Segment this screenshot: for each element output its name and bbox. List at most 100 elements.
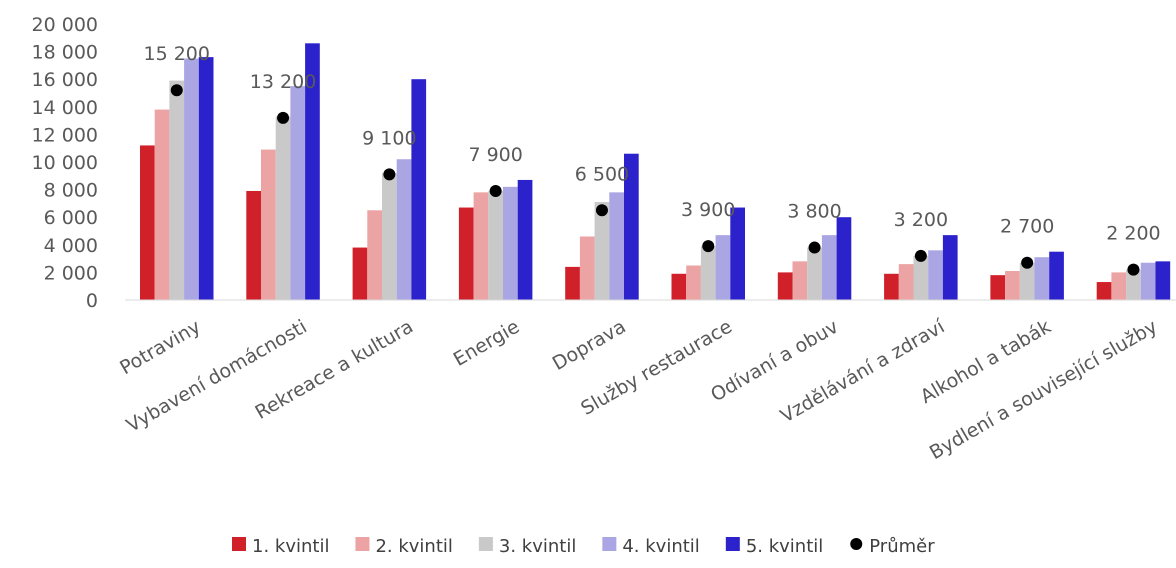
legend-swatch bbox=[355, 537, 370, 551]
average-marker bbox=[1127, 263, 1140, 276]
average-marker bbox=[808, 241, 821, 254]
bar-2-kvintil bbox=[898, 264, 914, 300]
average-marker bbox=[170, 84, 183, 97]
average-data-label: 2 200 bbox=[1106, 223, 1160, 245]
bar-3-kvintil bbox=[275, 116, 291, 301]
y-tick-label: 8 000 bbox=[44, 180, 98, 202]
bar-5-kvintil bbox=[517, 179, 533, 300]
average-marker bbox=[489, 184, 502, 197]
average-data-label: 7 900 bbox=[468, 144, 522, 166]
category-label: Potraviny bbox=[116, 316, 204, 380]
average-data-label: 9 100 bbox=[362, 127, 416, 149]
category-label: Doprava bbox=[549, 316, 630, 375]
bar-5-kvintil bbox=[411, 79, 427, 300]
bar-2-kvintil bbox=[261, 149, 276, 300]
legend-swatch bbox=[478, 537, 493, 551]
bar-4-kvintil bbox=[503, 186, 518, 300]
legend-label: 1. kvintil bbox=[252, 536, 329, 557]
y-tick-label: 10 000 bbox=[32, 152, 98, 174]
bar-1-kvintil bbox=[246, 190, 261, 300]
bar-1-kvintil bbox=[777, 272, 793, 300]
legend-swatch bbox=[602, 537, 617, 551]
y-tick-label: 18 000 bbox=[32, 42, 98, 64]
bar-5-kvintil bbox=[1155, 261, 1171, 300]
legend-label: 2. kvintil bbox=[375, 536, 452, 557]
bar-2-kvintil bbox=[154, 109, 170, 300]
y-tick-label: 16 000 bbox=[32, 69, 98, 91]
bar-3-kvintil bbox=[913, 255, 929, 300]
y-tick-label: 4 000 bbox=[44, 235, 98, 257]
bar-1-kvintil bbox=[140, 145, 155, 300]
bar-1-kvintil bbox=[884, 273, 899, 300]
bar-3-kvintil bbox=[382, 173, 397, 300]
bar-1-kvintil bbox=[990, 275, 1006, 300]
bar-1-kvintil bbox=[565, 266, 580, 300]
bar-2-kvintil bbox=[367, 210, 382, 300]
legend-label: Průměr bbox=[869, 536, 935, 557]
bar-1-kvintil bbox=[352, 247, 368, 300]
bar-4-kvintil bbox=[609, 192, 624, 300]
category-label: Vybavení domácnosti bbox=[123, 316, 311, 437]
bar-1-kvintil bbox=[1096, 282, 1112, 300]
bar-4-kvintil bbox=[184, 58, 199, 300]
y-tick-label: 6 000 bbox=[44, 207, 98, 229]
y-tick-label: 20 000 bbox=[32, 14, 98, 36]
bar-4-kvintil bbox=[715, 235, 731, 300]
bar-3-kvintil bbox=[1126, 269, 1141, 300]
bars bbox=[140, 43, 1171, 301]
bar-3-kvintil bbox=[1019, 262, 1035, 300]
bar-4-kvintil bbox=[396, 159, 412, 300]
bar-1-kvintil bbox=[671, 273, 687, 300]
average-data-label: 2 700 bbox=[1000, 216, 1054, 238]
average-marker bbox=[383, 168, 396, 181]
y-tick-label: 2 000 bbox=[44, 262, 98, 284]
bar-1-kvintil bbox=[458, 207, 474, 300]
average-markers: 15 200 13 200 9 100 7 900 6 500 3 900 3 800 3 2… bbox=[144, 43, 1161, 276]
legend-label: 4. kvintil bbox=[622, 536, 699, 557]
legend-label: 5. kvintil bbox=[746, 536, 823, 557]
legend-swatch bbox=[232, 537, 246, 551]
y-tick-label: 12 000 bbox=[32, 124, 98, 146]
bar-5-kvintil bbox=[836, 217, 852, 300]
bar-3-kvintil bbox=[807, 247, 822, 300]
bar-4-kvintil bbox=[290, 86, 306, 300]
legend: 1. kvintil 2. kvintil 3. kvintil 4. kvintil… bbox=[232, 536, 935, 557]
bar-5-kvintil bbox=[942, 235, 958, 300]
legend-swatch bbox=[725, 537, 740, 551]
legend-label: 3. kvintil bbox=[499, 536, 576, 557]
average-data-label: 13 200 bbox=[250, 71, 316, 93]
bar-5-kvintil bbox=[305, 43, 320, 300]
y-tick-label: 0 bbox=[86, 290, 98, 312]
bar-2-kvintil bbox=[686, 265, 701, 300]
average-marker bbox=[595, 204, 608, 217]
bar-5-kvintil bbox=[1049, 251, 1064, 300]
average-data-label: 3 800 bbox=[787, 201, 841, 223]
average-marker bbox=[702, 240, 715, 253]
average-marker bbox=[914, 249, 927, 262]
y-tick-label: 14 000 bbox=[32, 97, 98, 119]
bar-4-kvintil bbox=[1034, 257, 1050, 300]
bar-3-kvintil bbox=[169, 80, 185, 300]
bar-5-kvintil bbox=[624, 153, 639, 300]
bar-5-kvintil bbox=[198, 57, 214, 301]
average-marker bbox=[1021, 256, 1034, 269]
average-marker bbox=[277, 111, 290, 124]
average-data-label: 3 900 bbox=[681, 199, 735, 221]
bar-2-kvintil bbox=[792, 261, 808, 300]
bar-4-kvintil bbox=[1140, 262, 1156, 300]
category-label: Energie bbox=[450, 316, 524, 371]
bar-2-kvintil bbox=[579, 236, 595, 300]
bar-3-kvintil bbox=[488, 190, 503, 300]
bar-4-kvintil bbox=[928, 250, 943, 300]
average-data-label: 6 500 bbox=[575, 163, 629, 185]
bar-2-kvintil bbox=[1005, 271, 1020, 300]
legend-swatch bbox=[850, 538, 863, 550]
bar-5-kvintil bbox=[730, 207, 745, 300]
bar-2-kvintil bbox=[1111, 272, 1127, 300]
y-axis: 0 2 000 4 000 6 000 8 000 10 000 12 000 14 000 1… bbox=[32, 14, 98, 312]
bar-2-kvintil bbox=[473, 192, 489, 300]
average-data-label: 3 200 bbox=[894, 209, 948, 231]
bar-3-kvintil bbox=[700, 246, 716, 300]
